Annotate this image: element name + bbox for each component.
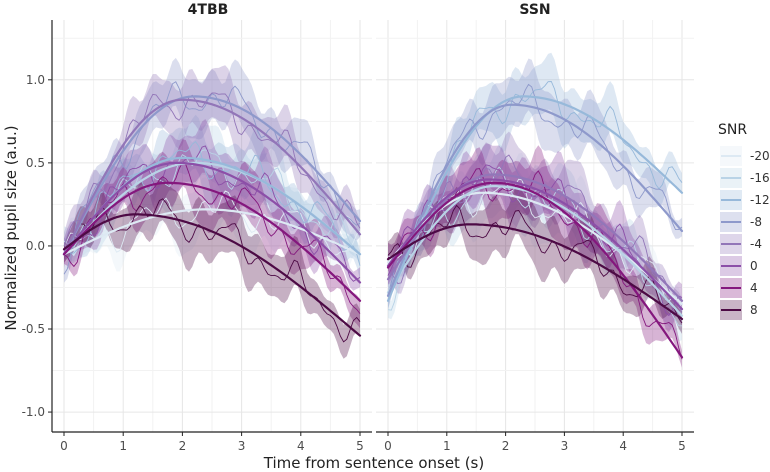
axes: 0 1 2 3 4 5 0 1 2 3 4 5 1.0 0.5 0.0 -0.5 -1.0: [22, 20, 694, 453]
y-tick-label: -1.0: [22, 405, 45, 419]
x-tick-label: 5: [356, 439, 364, 453]
gridlines: [376, 20, 694, 432]
fitted-curves: [386, 95, 684, 359]
x-tick-label: 1: [443, 439, 451, 453]
fitted-curve-snr-0: [386, 178, 684, 311]
panel-ssn: SSN: [376, 2, 694, 432]
x-tick-label: 3: [561, 439, 569, 453]
fitted-curve-snr-8: [386, 223, 684, 321]
fitted-curve-snr--8: [62, 95, 362, 256]
fitted-curve-snr--12: [386, 95, 684, 302]
legend-label: -20: [750, 149, 770, 163]
ribbon-snr--8: [64, 57, 360, 283]
ribbon-snr--20: [388, 152, 682, 324]
x-tick-label: 3: [238, 439, 246, 453]
x-tick-label: 2: [179, 439, 187, 453]
y-tick-label: 0.5: [26, 156, 45, 170]
legend-label: 8: [750, 303, 758, 317]
ribbon-snr--4: [388, 131, 682, 327]
fitted-curve-snr-4: [62, 181, 362, 302]
fitted-curve-snr--4: [386, 173, 684, 302]
panel-title: 4TBB: [188, 2, 229, 18]
legend-label: 4: [750, 281, 758, 295]
y-axis-title: Normalized pupil size (a.u.): [2, 125, 20, 330]
fitted-curve-snr--4: [62, 98, 362, 256]
fitted-curve-snr-8: [62, 213, 362, 337]
raw-line-snr-0: [63, 145, 361, 282]
legend: SNR-20 -16 -12 -8 -4 0 4 8: [718, 122, 770, 320]
raw-line-snr--4: [387, 154, 683, 313]
legend-label: 0: [750, 259, 758, 273]
ribbon-snr--16: [64, 124, 360, 265]
legend-label: -12: [750, 193, 770, 207]
legend-label: -8: [750, 215, 762, 229]
legend-label: -16: [750, 171, 770, 185]
x-axis-title: Time from sentence onset (s): [263, 454, 484, 472]
fitted-curve-snr--8: [386, 103, 684, 297]
ribbon-snr--4: [64, 65, 360, 260]
fitted-curve-snr-4: [386, 181, 684, 359]
x-tick-label: 4: [619, 439, 627, 453]
x-tick-label: 0: [384, 439, 392, 453]
x-tick-label: 0: [60, 439, 68, 453]
ribbon-snr-8: [64, 177, 360, 359]
ribbon-snr-8: [388, 186, 682, 334]
gridlines: [52, 20, 372, 432]
panel-4tbb: 4TBB: [52, 2, 372, 432]
fitted-curve-snr-0: [62, 161, 362, 284]
ribbon-snr-0: [388, 143, 682, 333]
ribbon-snr-4: [388, 145, 682, 368]
y-tick-label: 0.0: [26, 239, 45, 253]
x-tick-label: 5: [678, 439, 686, 453]
raw-line-snr--4: [63, 92, 361, 247]
x-tick-label: 2: [502, 439, 510, 453]
legend-title: SNR: [718, 122, 747, 138]
panels: 4TBB SSN: [52, 2, 694, 432]
y-tick-label: -0.5: [22, 322, 45, 336]
x-tick-label: 1: [119, 439, 127, 453]
ribbons: [64, 57, 360, 359]
ribbon-snr--12: [388, 52, 682, 309]
raw-line-snr--20: [63, 190, 361, 256]
raw-line-snr-4: [63, 161, 361, 314]
panel-title: SSN: [519, 2, 550, 18]
ribbon-snr-0: [64, 119, 360, 291]
ribbon-snr--12: [64, 114, 360, 280]
y-tick-label: 1.0: [26, 73, 45, 87]
ribbon-snr--8: [388, 58, 682, 310]
ribbon-snr-4: [64, 139, 360, 329]
fitted-curves: [62, 95, 362, 337]
legend-label: -4: [750, 237, 762, 251]
ribbon-snr--20: [64, 163, 360, 273]
x-tick-label: 4: [297, 439, 305, 453]
raw-line-snr--8: [63, 81, 361, 275]
